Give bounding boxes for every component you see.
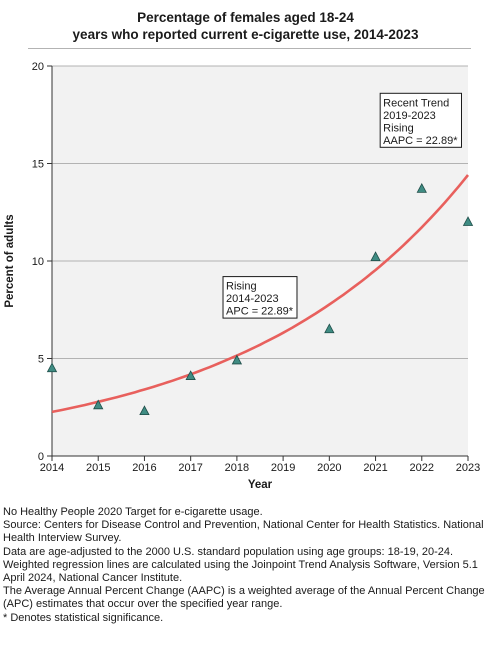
footnote-regression: Weighted regression lines are calculated… <box>3 558 478 585</box>
x-tick-label: 2015 <box>86 462 110 474</box>
x-tick-label: 2022 <box>410 462 434 474</box>
x-tick-label: 2014 <box>40 462 64 474</box>
x-tick-label: 2018 <box>225 462 249 474</box>
annotation-line: APC = 22.89* <box>226 306 294 318</box>
chart-title: Percentage of females aged 18-24 years w… <box>0 9 491 43</box>
data-point-2017 <box>185 370 196 380</box>
footnotes: No Healthy People 2020 Target for e-ciga… <box>3 506 489 625</box>
data-point-2014 <box>46 362 58 373</box>
trend-line-series <box>51 174 470 414</box>
footnote-source: Source: Centers for Disease Control and … <box>3 519 484 545</box>
annotation-box <box>222 276 298 319</box>
y-tick-label: 15 <box>32 159 44 171</box>
x-axis-label: Year <box>248 479 273 491</box>
observed-points-series <box>46 182 474 416</box>
data-point-2021 <box>370 251 381 262</box>
footnote-aapc: The Average Annual Percent Change (AAPC)… <box>3 585 485 611</box>
annotation-line: 2019-2023 <box>383 110 436 122</box>
x-tick-label: 2019 <box>271 462 295 474</box>
y-tick-label: 5 <box>38 354 44 366</box>
annotation-line: Rising <box>226 281 257 293</box>
y-tick-label: 0 <box>38 451 44 463</box>
annotation-line: Recent Trend <box>383 97 449 109</box>
title-divider <box>28 48 471 49</box>
footnote-significance: * Denotes statistical significance. <box>3 611 164 624</box>
chart-title-line-2: years who reported current e-cigarette u… <box>72 27 419 42</box>
footnote-target: No Healthy People 2020 Target for e-ciga… <box>3 506 263 518</box>
data-point-2023 <box>462 216 474 226</box>
x-tick-label: 2016 <box>132 462 156 474</box>
data-point-2018 <box>231 354 243 365</box>
trend-line <box>51 174 470 414</box>
data-point-2020 <box>324 323 335 334</box>
annotation-line: 2014-2023 <box>226 293 279 305</box>
annotation-line: AAPC = 22.89* <box>383 135 458 147</box>
data-point-2016 <box>139 405 150 416</box>
x-tick-label: 2021 <box>363 462 387 474</box>
data-point-2015 <box>93 399 104 410</box>
x-tick-label: 2017 <box>178 462 202 474</box>
line-chart: 0 5 10 15 20 2014 2015 2016 2017 2018 2019 2020 2021… <box>4 61 480 491</box>
y-tick-label: 10 <box>32 256 44 268</box>
annotation-box <box>379 92 462 148</box>
y-tick-label: 20 <box>32 61 44 73</box>
annotation-line: Rising <box>383 122 414 134</box>
data-point-2022 <box>416 182 427 193</box>
axes: 0 5 10 15 20 2014 2015 2016 2017 2018 2019 2020 2021… <box>32 61 480 474</box>
footnote-age-adjustment: Data are age-adjusted to the 2000 U.S. s… <box>3 545 454 558</box>
x-tick-label: 2023 <box>456 462 480 474</box>
x-tick-label: 2020 <box>317 462 341 474</box>
gridlines <box>52 65 468 359</box>
chart-title-line-1: Percentage of females aged 18-24 <box>137 10 354 25</box>
y-axis-label: Percent of adults <box>4 214 16 307</box>
